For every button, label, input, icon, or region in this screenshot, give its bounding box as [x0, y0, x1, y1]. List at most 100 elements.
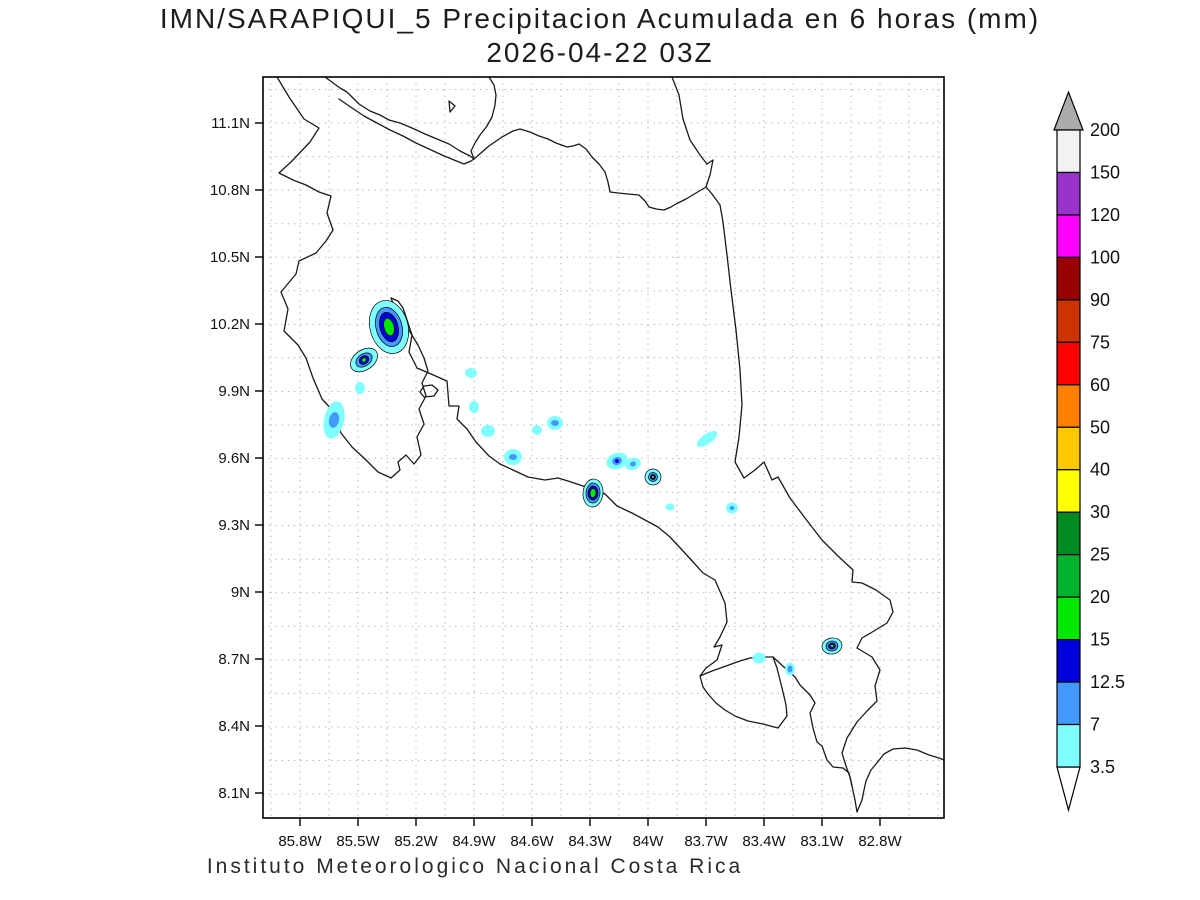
- precip-contour: [651, 475, 655, 479]
- precip-spot: [582, 478, 604, 508]
- colorbar-segment: [1056, 596, 1081, 641]
- precip-contour: [829, 644, 835, 648]
- coastline-caribbean: [671, 76, 894, 649]
- precip-spot: [469, 401, 479, 413]
- precip-spot: [752, 652, 766, 664]
- precip-contour: [615, 459, 619, 463]
- precip-spot: [465, 368, 477, 378]
- lat-tick-label: 8.1N: [218, 785, 250, 802]
- lat-tick-label: 9.3N: [218, 517, 250, 534]
- precip-spot: [504, 449, 522, 465]
- precip-contour: [551, 420, 559, 426]
- colorbar-level-label: 100: [1090, 247, 1120, 267]
- lat-tick-label: 9N: [231, 584, 250, 601]
- lat-tick-label: 10.8N: [210, 182, 250, 199]
- colorbar-level-label: 7: [1090, 715, 1100, 735]
- colorbar-segment: [1056, 129, 1081, 174]
- lat-tick-label: 8.7N: [218, 651, 250, 668]
- lon-tick-label: 82.8W: [858, 833, 902, 850]
- lon-tick-label: 83.1W: [800, 833, 844, 850]
- lake-nicaragua-shore: [324, 76, 475, 160]
- colorbar-level-label: 50: [1090, 417, 1110, 437]
- colorbar-level-label: 15: [1090, 630, 1110, 650]
- precip-spot: [369, 300, 409, 354]
- precip-spot: [606, 452, 628, 470]
- precip-contour: [355, 382, 365, 394]
- lat-tick-label: 11.1N: [211, 115, 250, 132]
- precip-contour: [696, 430, 718, 448]
- colorbar-segment: [1056, 554, 1081, 598]
- colorbar-level-label: 25: [1090, 545, 1110, 565]
- border-nicaragua: [338, 98, 475, 165]
- lon-tick-label: 84.9W: [452, 833, 496, 850]
- border-panama: [841, 647, 881, 787]
- coastline-pacific-central-osa: [390, 297, 788, 729]
- lake-nicaragua-east-arc: [470, 76, 497, 160]
- lat-tick-label: 9.6N: [218, 450, 250, 467]
- colorbar-segment: [1056, 299, 1081, 343]
- chart-subtitle-datetime: 2026-04-22 03Z: [486, 37, 714, 68]
- colorbar-segment: [1056, 341, 1081, 386]
- precip-spot: [481, 425, 495, 437]
- colorbar-level-label: 150: [1090, 162, 1120, 182]
- precip-contour: [509, 454, 517, 460]
- colorbar-level-label: 60: [1090, 375, 1110, 395]
- colorbar-level-label: 20: [1090, 587, 1110, 607]
- colorbar-segment: [1056, 511, 1081, 556]
- coastline-layer: [276, 76, 945, 813]
- colorbar-level-label: 75: [1090, 332, 1110, 352]
- grid-lines: [263, 77, 944, 818]
- colorbar-level-label: 40: [1090, 460, 1110, 480]
- precip-contour: [469, 401, 479, 413]
- colorbar-segment: [1056, 256, 1081, 301]
- precip-contour: [752, 652, 766, 664]
- coastline-golfo-dulce-burica: [772, 656, 945, 813]
- lat-tick-label: 10.2N: [210, 316, 250, 333]
- precipitation-spots: [323, 300, 843, 676]
- precip-spot: [547, 416, 563, 430]
- lon-tick-label: 84.3W: [568, 833, 612, 850]
- lon-tick-label: 84W: [633, 833, 665, 850]
- precip-contour: [383, 317, 395, 337]
- precip-spot: [821, 637, 843, 655]
- lat-tick-label: 10.5N: [210, 249, 250, 266]
- lat-tick-label: 9.9N: [218, 383, 250, 400]
- precip-contour: [361, 357, 367, 363]
- colorbar-segment: [1056, 214, 1081, 259]
- precip-spot: [785, 662, 795, 676]
- colorbar-segment: [1056, 426, 1081, 471]
- lat-tick-label: 8.4N: [218, 718, 250, 735]
- precip-contour: [481, 425, 495, 437]
- precip-contour: [465, 368, 477, 378]
- colorbar-level-label: 30: [1090, 502, 1110, 522]
- lon-tick-label: 83.7W: [684, 833, 728, 850]
- colorbar-bottom-arrow: [1056, 766, 1081, 813]
- colorbar-segment: [1056, 171, 1081, 216]
- colorbar-level-label: 3.5: [1090, 757, 1115, 777]
- precip-spot: [644, 468, 662, 486]
- lon-tick-label: 85.5W: [336, 833, 380, 850]
- colorbar-segment: [1056, 681, 1081, 726]
- lon-tick-label: 85.2W: [394, 833, 438, 850]
- precip-contour: [665, 503, 675, 511]
- lon-tick-label: 83.4W: [742, 833, 786, 850]
- colorbar-top-arrow: [1053, 90, 1084, 131]
- precip-contour: [532, 425, 542, 435]
- colorbar: 200 150 120 100 90 75 60 50 40 30 25 20 15 12.5 7 3.5: [1053, 90, 1125, 813]
- colorbar-level-label: 120: [1090, 205, 1120, 225]
- colorbar-segment: [1056, 638, 1081, 683]
- precip-spot: [532, 425, 542, 435]
- precip-spot: [355, 382, 365, 394]
- colorbar-level-label: 200: [1090, 120, 1120, 140]
- border-nicaragua-east: [473, 128, 707, 211]
- lake-island: [448, 100, 456, 113]
- precip-contour: [589, 488, 597, 498]
- colorbar-level-label: 90: [1090, 290, 1110, 310]
- precip-contour: [787, 665, 793, 673]
- coastline-pacific-nicoya: [276, 76, 429, 479]
- colorbar-segment: [1056, 723, 1081, 768]
- lon-tick-label: 84.6W: [510, 833, 554, 850]
- colorbar-segment: [1056, 384, 1081, 428]
